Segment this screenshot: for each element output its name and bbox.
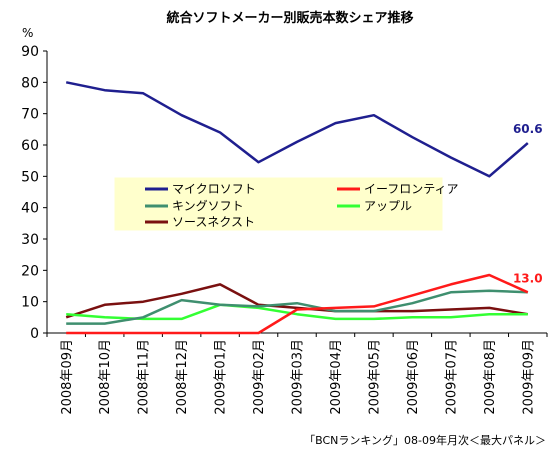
y-tick-label: 40	[21, 201, 39, 217]
series-line-5	[65, 283, 529, 319]
y-tick-label: 10	[21, 295, 39, 311]
x-tick-labels: 2008年09月 2008年10月 2008年11月 2008年12月 2009年01月…	[46, 333, 548, 415]
legend-box	[114, 177, 443, 231]
x-tick-label: 2009年01月	[214, 339, 229, 415]
y-tick-label: 20	[21, 263, 39, 279]
y-tick-label: 80	[21, 75, 39, 91]
x-tick-label: 2009年08月	[483, 339, 498, 415]
series-line-4	[66, 303, 528, 321]
chart-title: 統合ソフトメーカー別販売本数シェア推移	[166, 10, 413, 26]
x-tick-label: 2009年03月	[291, 339, 306, 415]
series-line-2	[66, 273, 529, 335]
y-tick-labels: 0 10 20 30 40 50 60 70 80 90	[21, 44, 47, 342]
x-tick-label: 2009年09月	[521, 339, 536, 415]
legend-label: ソースネクスト	[172, 215, 255, 229]
x-tick-label: 2008年10月	[98, 339, 113, 415]
y-tick-label: 30	[21, 232, 39, 248]
legend-label: アップル	[364, 199, 412, 213]
y-tick-label: 0	[30, 326, 39, 342]
x-tick-label: 2008年12月	[175, 339, 190, 415]
data-labels: 60.6 13.0	[513, 122, 543, 285]
series-line-1	[65, 81, 529, 178]
x-tick-label: 2008年09月	[60, 339, 75, 415]
data-label: 13.0	[513, 271, 543, 285]
series-line-3	[66, 289, 528, 325]
x-tick-label: 2009年07月	[444, 339, 459, 415]
legend-label: マイクロソフト	[172, 182, 256, 196]
x-tick-label: 2009年02月	[252, 339, 267, 415]
x-tick-label: 2009年06月	[406, 339, 421, 415]
y-tick-label: 90	[21, 44, 39, 60]
legend-label: イーフロンティア	[364, 182, 459, 196]
y-tick-label: 60	[21, 138, 39, 154]
x-tick-label: 2009年05月	[367, 339, 382, 415]
series-lines	[65, 81, 529, 335]
y-tick-label: 50	[21, 169, 39, 185]
x-tick-label: 2008年11月	[137, 339, 152, 415]
source-note: 「BCNランキング」08-09年月次＜最大パネル＞	[304, 433, 546, 447]
x-tick-label: 2009年04月	[329, 339, 344, 415]
y-tick-label: 70	[21, 107, 39, 123]
legend-label: キングソフト	[172, 199, 244, 213]
y-axis-unit: %	[22, 26, 33, 40]
data-label: 60.6	[513, 122, 543, 136]
